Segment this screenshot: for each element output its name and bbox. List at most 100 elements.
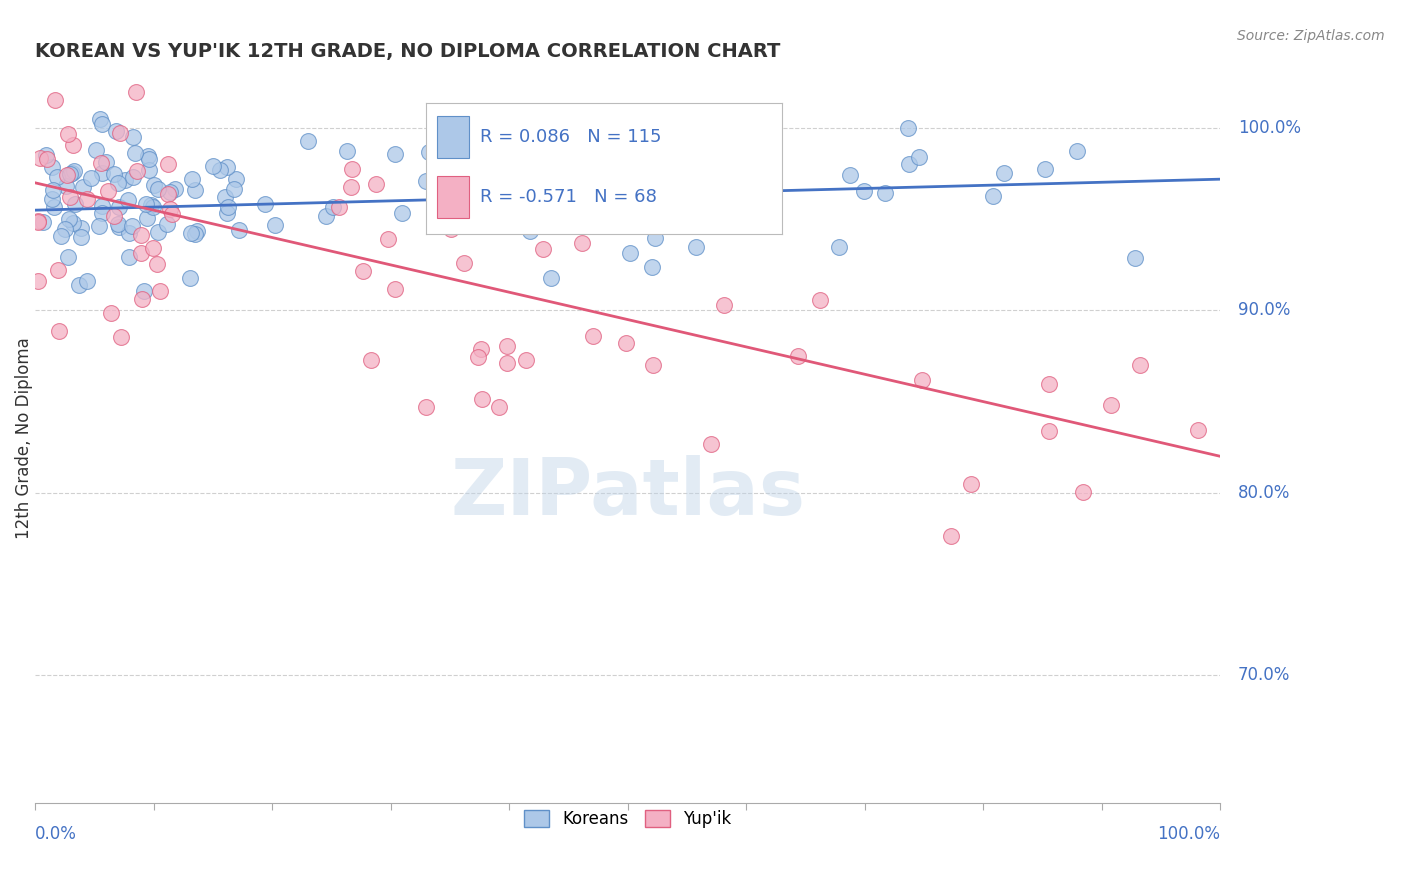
Point <box>46 263 69 277</box>
Point <box>103 209 125 223</box>
Point <box>458 119 481 133</box>
Text: 100.0%: 100.0% <box>1239 120 1301 137</box>
Point <box>718 122 741 136</box>
Point <box>49 229 72 244</box>
Point <box>1038 376 1060 391</box>
Point <box>1099 398 1122 412</box>
Point <box>494 112 516 126</box>
Point <box>156 186 179 201</box>
Point <box>186 224 208 238</box>
Point <box>69 230 91 244</box>
Point <box>165 182 187 196</box>
Point <box>322 200 344 214</box>
Point <box>911 373 934 387</box>
Point <box>132 284 155 298</box>
Point <box>117 193 139 207</box>
Point <box>253 197 276 211</box>
Point <box>100 306 122 320</box>
Point <box>135 197 157 211</box>
Point <box>488 400 510 414</box>
Point <box>159 185 181 199</box>
Point <box>60 166 83 180</box>
Point <box>31 215 53 229</box>
Point <box>91 166 114 180</box>
Point <box>718 157 741 171</box>
Point <box>42 183 65 197</box>
Point <box>184 227 207 242</box>
Point <box>852 185 875 199</box>
Point <box>564 169 586 183</box>
Point <box>62 138 84 153</box>
Point <box>28 151 51 165</box>
Point <box>897 121 920 136</box>
Point <box>59 167 82 181</box>
Point <box>55 179 77 194</box>
Text: 100.0%: 100.0% <box>1157 824 1220 843</box>
Point <box>641 358 664 372</box>
Point <box>209 163 232 178</box>
Point <box>181 172 204 186</box>
Point <box>58 211 80 226</box>
Point <box>148 225 170 239</box>
Point <box>91 206 114 220</box>
Point <box>908 150 931 164</box>
Point <box>225 172 247 186</box>
Point <box>1128 358 1150 372</box>
Point <box>138 162 160 177</box>
Point <box>384 282 406 296</box>
Point <box>156 217 179 231</box>
Point <box>548 115 571 129</box>
Point <box>217 200 239 214</box>
Point <box>614 335 637 350</box>
Point <box>42 200 65 214</box>
Point <box>118 226 141 240</box>
Point <box>58 127 80 141</box>
Point <box>264 218 287 232</box>
Point <box>786 349 808 363</box>
Point <box>703 202 725 217</box>
Point <box>626 194 648 208</box>
Point <box>391 205 413 219</box>
Point <box>315 210 337 224</box>
Point <box>136 149 159 163</box>
Text: 80.0%: 80.0% <box>1239 483 1291 502</box>
Point <box>107 177 129 191</box>
Point <box>129 227 152 242</box>
Text: 90.0%: 90.0% <box>1239 301 1291 319</box>
Point <box>1066 145 1088 159</box>
Point <box>467 350 489 364</box>
Point <box>103 167 125 181</box>
Point <box>41 160 63 174</box>
Point <box>1071 484 1094 499</box>
Point <box>27 214 49 228</box>
Point <box>224 182 246 196</box>
Point <box>519 224 541 238</box>
Point <box>145 257 167 271</box>
Point <box>87 219 110 234</box>
Point <box>685 240 707 254</box>
Point <box>118 250 141 264</box>
Point <box>67 278 90 293</box>
Text: 70.0%: 70.0% <box>1239 666 1291 684</box>
Point <box>531 187 554 202</box>
Point <box>122 129 145 144</box>
Point <box>179 271 201 285</box>
Point <box>110 330 132 344</box>
Point <box>127 164 149 178</box>
Point <box>827 240 849 254</box>
Point <box>384 147 406 161</box>
Point <box>496 356 519 370</box>
Point <box>1123 251 1146 265</box>
Point <box>215 160 238 174</box>
Point <box>180 226 202 240</box>
Point <box>328 200 350 214</box>
Point <box>107 201 129 215</box>
Point <box>63 197 86 211</box>
Point <box>135 211 157 226</box>
Point <box>897 157 920 171</box>
Point <box>44 93 66 107</box>
Point <box>644 231 666 245</box>
Point <box>589 216 612 230</box>
Point <box>440 221 463 235</box>
Point <box>838 168 860 182</box>
